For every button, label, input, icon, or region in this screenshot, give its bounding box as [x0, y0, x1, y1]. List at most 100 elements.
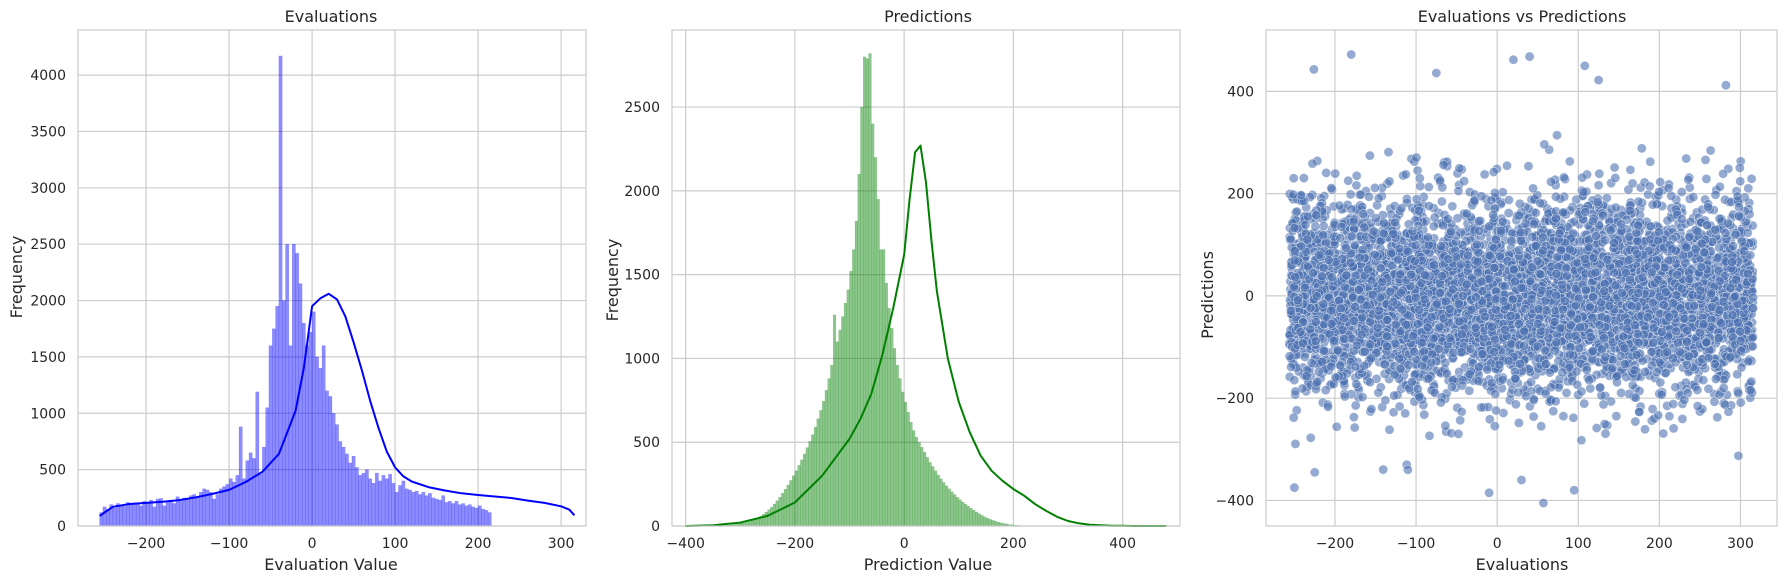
histogram-bar: [374, 472, 379, 527]
scatter-point: [1630, 392, 1641, 403]
scatter-point: [1484, 414, 1495, 425]
histogram-bar: [748, 521, 752, 527]
histogram-bar: [321, 345, 326, 527]
scatter-point: [1610, 202, 1621, 213]
y-tick-label: 500: [39, 463, 66, 479]
histogram-bar: [953, 494, 957, 527]
x-tick-label: 0: [1493, 536, 1502, 552]
histogram-bar: [794, 470, 798, 527]
evaluations-title: Evaluations: [285, 7, 378, 26]
scatter-point: [1733, 388, 1744, 399]
scatter-point: [1286, 234, 1296, 244]
histogram-bar: [824, 390, 828, 527]
scatter-point: [1616, 387, 1626, 398]
scatter-point: [1627, 178, 1638, 189]
histogram-bar: [942, 482, 946, 527]
histogram-bar: [819, 410, 823, 527]
x-tick-label: 200: [1000, 536, 1027, 552]
y-tick-label: 3000: [30, 181, 66, 197]
plot-frame: [671, 29, 1181, 527]
histogram-bar: [849, 271, 853, 527]
scatter-point: [1511, 399, 1521, 410]
histogram-bar: [977, 513, 981, 527]
histogram-bar: [481, 508, 485, 527]
histogram-bar: [222, 486, 226, 527]
scatter-point: [1434, 321, 1445, 332]
histogram-bar: [185, 498, 190, 527]
scatter-point: [1423, 182, 1434, 192]
histogram-bar: [846, 289, 850, 527]
histogram-bar: [401, 480, 406, 527]
scatter-point: [1636, 143, 1647, 154]
histogram-bar: [923, 452, 927, 527]
histogram-bar: [955, 496, 959, 527]
scatter-point: [1497, 374, 1508, 385]
scatter-point: [1424, 430, 1435, 441]
histogram-bar: [331, 413, 336, 527]
scatter-point: [1400, 169, 1411, 180]
histogram-bar: [441, 495, 446, 527]
histogram-bar: [408, 489, 412, 527]
scatter-point: [1414, 173, 1425, 184]
scatter-point: [1536, 421, 1547, 432]
histogram-bar: [906, 411, 910, 527]
scatter-point: [1502, 160, 1512, 171]
scatter-point: [1442, 368, 1452, 379]
histogram-bar: [212, 498, 216, 527]
scatter-point: [1504, 195, 1514, 205]
scatter-point: [1578, 187, 1589, 197]
histogram-bar: [365, 469, 369, 527]
scatter-point: [1550, 345, 1560, 356]
histogram-bar: [325, 390, 329, 527]
histogram-bar: [994, 521, 998, 527]
histogram-bar: [305, 345, 309, 527]
scatter-point: [1735, 397, 1746, 408]
histogram-bar: [835, 341, 839, 527]
histogram-bar: [454, 501, 459, 527]
x-tick-label: 0: [308, 536, 317, 552]
histogram-bar: [431, 497, 436, 527]
histogram-bar: [944, 485, 949, 527]
gridlines: [78, 30, 586, 527]
scatter-point: [1692, 401, 1703, 411]
histogram-bar: [351, 455, 356, 527]
y-tick-label: 200: [1227, 187, 1254, 203]
histogram-bar: [464, 505, 469, 527]
y-tick-label: 1500: [30, 350, 66, 366]
histogram-bar: [461, 503, 466, 527]
histogram-bar: [471, 506, 475, 527]
histogram-bar: [451, 503, 456, 527]
predictions-title: Predictions: [884, 7, 972, 26]
histogram-bar: [770, 506, 774, 527]
histogram-bar: [895, 364, 899, 527]
histogram-bar: [969, 508, 973, 527]
scatter-point: [1464, 385, 1475, 396]
histogram-bar: [879, 249, 883, 527]
scatter-point: [1284, 351, 1295, 362]
histogram-bar: [901, 391, 905, 527]
histogram-bar: [484, 510, 489, 527]
histogram-bar: [862, 56, 867, 527]
evaluations-histogram-panel: Evaluations Evaluation Value Frequency −…: [7, 7, 587, 574]
scatter-point: [1473, 376, 1484, 386]
scatter-point: [1646, 347, 1657, 357]
histogram-bar: [958, 499, 962, 527]
histogram-bar: [404, 488, 409, 527]
scatter-point: [1610, 172, 1621, 183]
histogram-bar: [291, 243, 296, 527]
scatter-point: [1305, 432, 1316, 443]
histogram-bar: [914, 436, 919, 527]
x-tick-label: 400: [1109, 536, 1136, 552]
histogram-bar: [950, 491, 954, 527]
x-tick-label: −100: [1397, 536, 1435, 552]
kde-line: [685, 144, 1167, 527]
scatter-point: [1440, 420, 1451, 431]
scatter-point: [1600, 235, 1611, 246]
scatter-point: [1681, 153, 1692, 164]
histogram-bar: [898, 378, 902, 527]
y-tick-label: 2500: [30, 237, 66, 253]
histogram-bar: [338, 441, 343, 527]
histogram-bars: [99, 55, 492, 527]
histogram-bar: [298, 283, 303, 527]
